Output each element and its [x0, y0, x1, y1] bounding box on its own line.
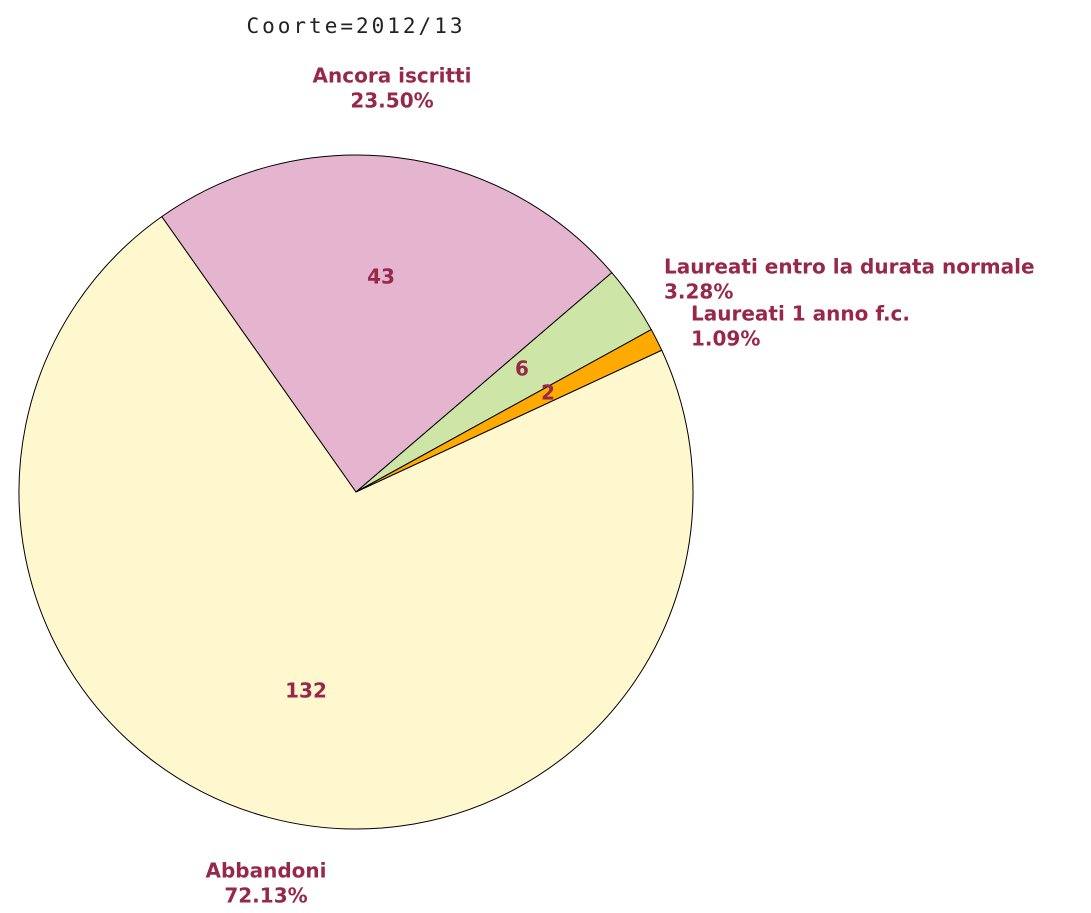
slice-value-label: 6: [515, 357, 529, 381]
slice-percentage-label: 23.50%: [350, 89, 433, 113]
slice-category-label: Abbandoni: [206, 859, 327, 883]
slice-value-label: 2: [541, 381, 555, 405]
chart-title: Coorte=2012/13: [246, 14, 465, 38]
slice-percentage-label: 3.28%: [664, 280, 733, 304]
slice-value-label: 132: [285, 679, 327, 703]
slice-category-label: Laureati entro la durata normale: [664, 255, 1035, 279]
pie-slice: [18, 215, 694, 830]
pie-slice: [161, 154, 613, 493]
slice-value-label: 43: [367, 265, 395, 289]
slice-category-label: Laureati 1 anno f.c.: [691, 302, 910, 326]
slice-percentage-label: 72.13%: [224, 884, 307, 908]
slice-percentage-label: 1.09%: [691, 327, 760, 351]
slice-category-label: Ancora iscritti: [313, 64, 472, 88]
